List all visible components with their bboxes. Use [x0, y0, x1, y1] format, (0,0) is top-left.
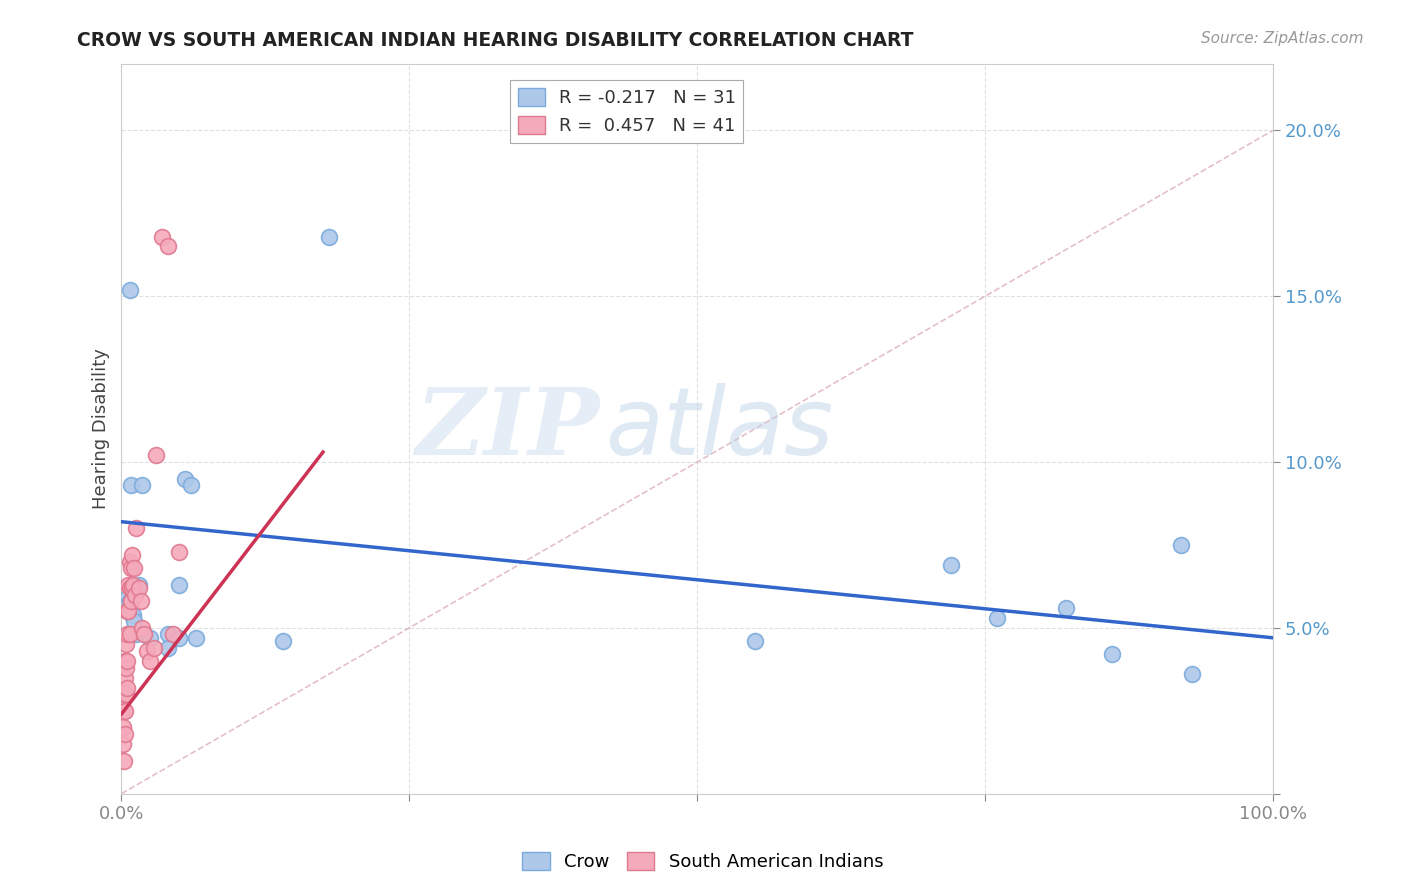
- Point: [139, 654, 162, 668]
- Point: [1054, 601, 1077, 615]
- Point: [115, 681, 138, 695]
- Point: [121, 581, 143, 595]
- Point: [120, 478, 142, 492]
- Point: [150, 229, 173, 244]
- Point: [156, 627, 179, 641]
- Point: [318, 229, 340, 244]
- Point: [118, 594, 141, 608]
- Legend: R = -0.217   N = 31, R =  0.457   N = 41: R = -0.217 N = 31, R = 0.457 N = 41: [510, 80, 744, 143]
- Point: [134, 627, 156, 641]
- Text: CROW VS SOUTH AMERICAN INDIAN HEARING DISABILITY CORRELATION CHART: CROW VS SOUTH AMERICAN INDIAN HEARING DI…: [77, 31, 914, 50]
- Point: [117, 604, 139, 618]
- Text: atlas: atlas: [605, 384, 834, 475]
- Point: [112, 754, 135, 768]
- Point: [117, 604, 139, 618]
- Point: [114, 671, 136, 685]
- Point: [125, 627, 148, 641]
- Point: [122, 614, 145, 628]
- Point: [142, 640, 165, 655]
- Point: [131, 478, 153, 492]
- Point: [167, 544, 190, 558]
- Point: [271, 634, 294, 648]
- Point: [162, 627, 184, 641]
- Point: [114, 704, 136, 718]
- Point: [131, 621, 153, 635]
- Point: [180, 478, 202, 492]
- Point: [167, 578, 190, 592]
- Point: [1170, 538, 1192, 552]
- Point: [167, 631, 190, 645]
- Point: [118, 627, 141, 641]
- Point: [115, 598, 138, 612]
- Point: [124, 588, 146, 602]
- Point: [129, 594, 152, 608]
- Point: [118, 581, 141, 595]
- Point: [744, 634, 766, 648]
- Point: [173, 472, 195, 486]
- Point: [135, 644, 157, 658]
- Text: Source: ZipAtlas.com: Source: ZipAtlas.com: [1201, 31, 1364, 46]
- Point: [139, 631, 162, 645]
- Point: [118, 283, 141, 297]
- Point: [121, 548, 143, 562]
- Point: [128, 578, 150, 592]
- Point: [939, 558, 962, 572]
- Point: [115, 687, 138, 701]
- Point: [118, 555, 141, 569]
- Point: [114, 654, 136, 668]
- Point: [128, 581, 150, 595]
- Point: [125, 521, 148, 535]
- Point: [115, 654, 138, 668]
- Point: [134, 627, 156, 641]
- Point: [986, 611, 1008, 625]
- Point: [111, 720, 134, 734]
- Point: [122, 561, 145, 575]
- Point: [121, 607, 143, 622]
- Point: [1181, 667, 1204, 681]
- Point: [120, 594, 142, 608]
- Point: [122, 578, 145, 592]
- Point: [122, 607, 145, 622]
- Point: [111, 737, 134, 751]
- Point: [115, 627, 138, 641]
- Point: [115, 637, 138, 651]
- Point: [115, 660, 138, 674]
- Point: [1101, 648, 1123, 662]
- Text: ZIP: ZIP: [415, 384, 599, 474]
- Y-axis label: Hearing Disability: Hearing Disability: [93, 349, 110, 509]
- Point: [120, 561, 142, 575]
- Point: [145, 449, 167, 463]
- Point: [156, 640, 179, 655]
- Point: [186, 631, 208, 645]
- Point: [120, 604, 142, 618]
- Point: [114, 727, 136, 741]
- Point: [156, 239, 179, 253]
- Point: [115, 604, 138, 618]
- Point: [112, 687, 135, 701]
- Point: [112, 704, 135, 718]
- Point: [117, 578, 139, 592]
- Point: [115, 591, 138, 605]
- Legend: Crow, South American Indians: Crow, South American Indians: [515, 845, 891, 879]
